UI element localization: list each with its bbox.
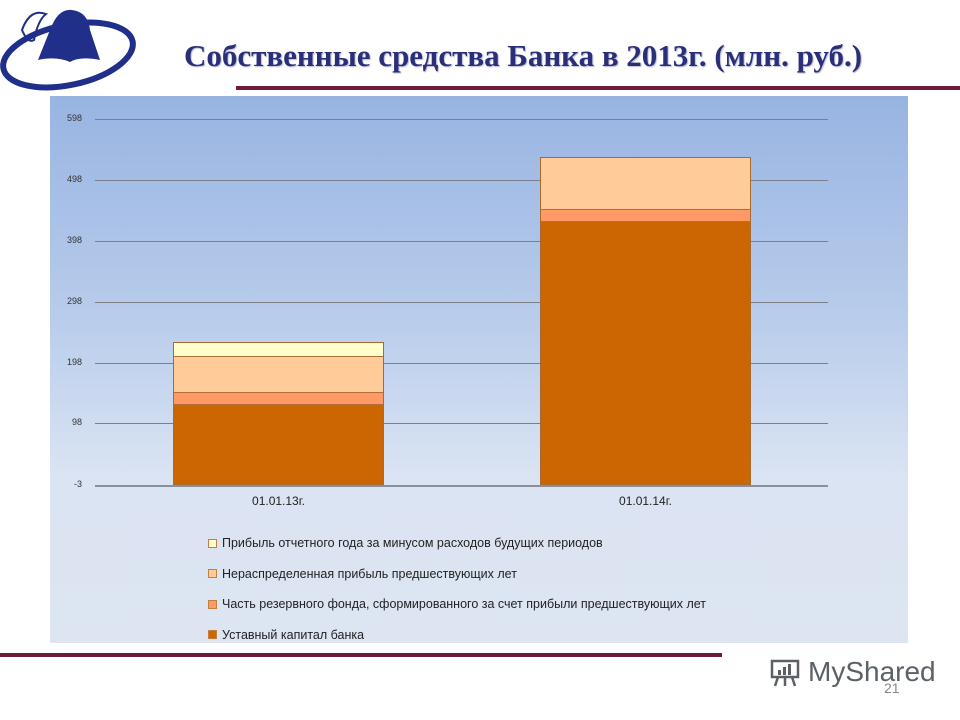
gridline	[95, 362, 828, 364]
watermark: MyShared	[768, 656, 936, 688]
legend-label: Часть резервного фонда, сформированного …	[222, 597, 707, 612]
bar-segment	[541, 221, 750, 484]
bar-segment	[541, 208, 750, 222]
gridline	[95, 301, 828, 303]
y-tick-label: 298	[66, 295, 82, 306]
gridline	[95, 179, 828, 181]
y-tick-label: 198	[66, 356, 82, 367]
y-tick-label: 498	[66, 173, 82, 184]
x-axis-line	[95, 485, 828, 487]
x-category-label: 01.01.13г.	[252, 494, 305, 508]
y-tick-label: 398	[66, 234, 82, 245]
legend-label: Прибыль отчетного года за минусом расход…	[222, 536, 603, 551]
legend-item: Часть резервного фонда, сформированного …	[208, 589, 706, 620]
y-tick-label: 98	[71, 417, 82, 428]
stacked-bar	[173, 341, 384, 485]
chart-legend: Прибыль отчетного года за минусом расход…	[208, 528, 706, 650]
footer-divider	[0, 653, 722, 657]
slide-title: Собственные средства Банка в 2013г. (млн…	[184, 38, 863, 73]
gridline	[95, 119, 828, 120]
legend-item: Нераспределенная прибыль предшествующих …	[208, 559, 706, 590]
legend-label: Уставный капитал банка	[222, 627, 365, 642]
title-divider	[236, 86, 960, 90]
legend-label: Нераспределенная прибыль предшествующих …	[222, 566, 517, 581]
bank-logo-icon	[0, 9, 136, 91]
chart-panel: 598 498 398 298 198 98 -3 01.01.13г. 01.01.14г. …	[50, 96, 908, 643]
gridline	[95, 240, 828, 242]
bar-segment	[174, 342, 383, 357]
presentation-board-icon	[770, 659, 800, 687]
bar-segment	[174, 403, 383, 484]
plot-area: 598 498 398 298 198 98 -3 01.01.13г. 01.01.14г.	[67, 113, 828, 508]
y-tick-label: 598	[66, 113, 82, 123]
legend-item: Уставный капитал банка	[208, 620, 706, 651]
y-tick-label: -3	[73, 479, 82, 489]
gridline	[95, 423, 828, 425]
legend-swatch-icon	[208, 538, 217, 548]
stacked-bar	[540, 156, 751, 485]
bar-segment	[174, 356, 383, 393]
bar-segment	[174, 392, 383, 404]
legend-item: Прибыль отчетного года за минусом расход…	[208, 528, 706, 559]
bar-segment	[541, 157, 750, 209]
legend-swatch-icon	[208, 630, 217, 640]
x-category-label: 01.01.14г.	[619, 494, 672, 508]
legend-swatch-icon	[208, 599, 217, 609]
legend-swatch-icon	[208, 569, 217, 579]
watermark-text: MyShared	[808, 656, 936, 687]
page-number: 21	[884, 680, 900, 696]
